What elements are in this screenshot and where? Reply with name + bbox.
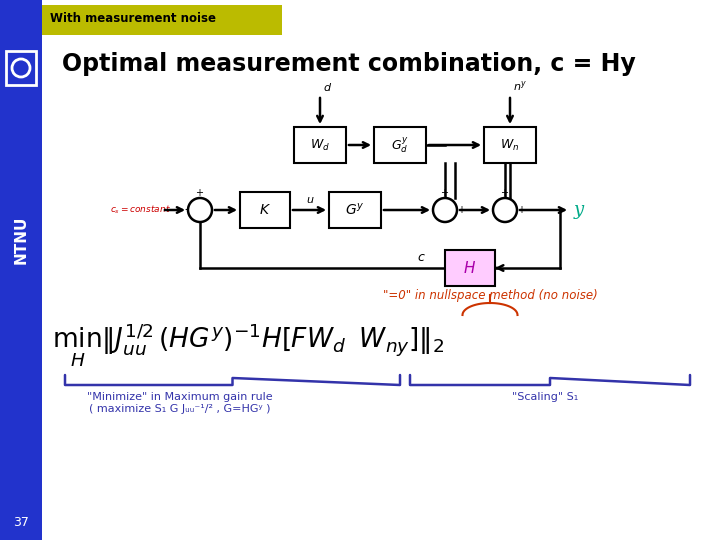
- Text: $n^y$: $n^y$: [513, 79, 527, 93]
- Text: +: +: [195, 188, 203, 198]
- Bar: [445, 250, 495, 286]
- Bar: [240, 192, 290, 228]
- Text: "Scaling" S₁: "Scaling" S₁: [512, 392, 578, 402]
- Circle shape: [493, 198, 517, 222]
- Text: ( maximize S₁ G Jᵤᵤ⁻¹/² , G=HGʸ ): ( maximize S₁ G Jᵤᵤ⁻¹/² , G=HGʸ ): [89, 404, 271, 414]
- Text: y: y: [574, 201, 584, 219]
- Text: "=0" in nullspace method (no noise): "=0" in nullspace method (no noise): [382, 289, 598, 302]
- Text: $K$: $K$: [259, 203, 271, 217]
- Bar: [329, 192, 381, 228]
- Bar: [0, 0, 42, 540]
- Bar: [484, 127, 536, 163]
- Text: +: +: [517, 205, 525, 215]
- Text: $W_n$: $W_n$: [500, 138, 520, 152]
- Text: -: -: [185, 204, 189, 217]
- Text: "Minimize" in Maximum gain rule: "Minimize" in Maximum gain rule: [87, 392, 273, 402]
- Bar: [42, 5, 282, 35]
- Text: With measurement noise: With measurement noise: [50, 12, 216, 25]
- Circle shape: [188, 198, 212, 222]
- Bar: [294, 127, 346, 163]
- Text: $\min_H \Vert J_{uu}^{1/2}(HG^y)^{-1}H[FW_d \;\; W_{ny}]\Vert_2$: $\min_H \Vert J_{uu}^{1/2}(HG^y)^{-1}H[F…: [52, 321, 444, 369]
- Text: +: +: [440, 188, 448, 198]
- Text: c: c: [417, 251, 424, 264]
- Circle shape: [12, 59, 30, 77]
- Text: +: +: [457, 205, 465, 215]
- Bar: [374, 127, 426, 163]
- Text: $c_s = \mathit{constant}$: $c_s = \mathit{constant}$: [110, 204, 171, 216]
- Text: 37: 37: [13, 516, 29, 529]
- Text: u: u: [306, 195, 313, 205]
- Text: Optimal measurement combination, c = Hy: Optimal measurement combination, c = Hy: [62, 52, 636, 76]
- Bar: [6, 51, 36, 85]
- Text: NTNU: NTNU: [14, 216, 29, 264]
- Circle shape: [433, 198, 457, 222]
- Text: +: +: [500, 188, 508, 198]
- Text: $G_d^y$: $G_d^y$: [391, 135, 409, 155]
- Text: $H$: $H$: [464, 260, 477, 276]
- Text: $d$: $d$: [323, 81, 332, 93]
- Text: $G^y$: $G^y$: [345, 202, 365, 218]
- Text: $W_d$: $W_d$: [310, 138, 330, 152]
